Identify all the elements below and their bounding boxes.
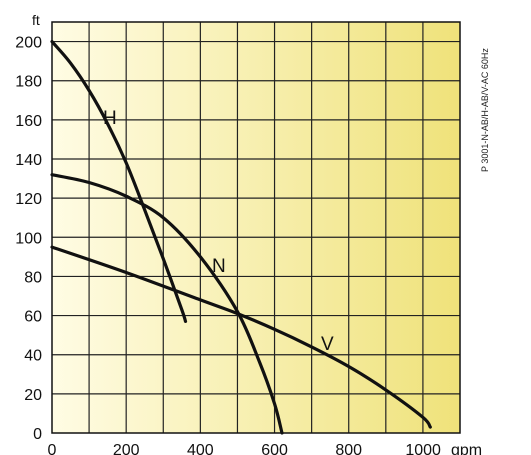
x-tick-label: 200 [113,442,140,455]
y-tick-labels: 0 20 40 60 80 100 120 140 160 180 200 [15,35,42,443]
y-tick-label: 200 [15,35,42,52]
series-line-h [50,40,188,323]
series-lines [50,40,432,435]
series-line-n [50,173,284,435]
x-unit-label: gpm [451,442,482,455]
x-tick-labels: 0 200 400 600 800 1000 [48,442,441,455]
grid [52,22,460,433]
x-tick-label: 1000 [405,442,441,455]
plot-background [52,22,460,433]
x-tick-label: 0 [48,442,57,455]
y-tick-label: 80 [24,269,42,286]
y-tick-label: 180 [15,74,42,91]
y-tick-label: 0 [33,426,42,443]
y-tick-label: 160 [15,113,42,130]
x-tick-label: 400 [187,442,214,455]
y-tick-label: 120 [15,191,42,208]
y-tick-label: 20 [24,387,42,404]
y-unit-label: ft [32,12,40,28]
series-label-h: H [103,108,117,129]
series-label-v: V [321,334,334,355]
x-tick-label: 800 [335,442,362,455]
series-label-n: N [212,256,226,277]
model-annotation: P 3001-N-AB/H-AB/V-AC 60Hz [480,48,490,172]
x-tick-label: 600 [261,442,288,455]
y-tick-label: 40 [24,348,42,365]
y-tick-label: 60 [24,309,42,326]
plot-frame [51,21,461,434]
y-tick-label: 140 [15,152,42,169]
series-line-v [50,245,432,429]
y-tick-label: 100 [15,230,42,247]
